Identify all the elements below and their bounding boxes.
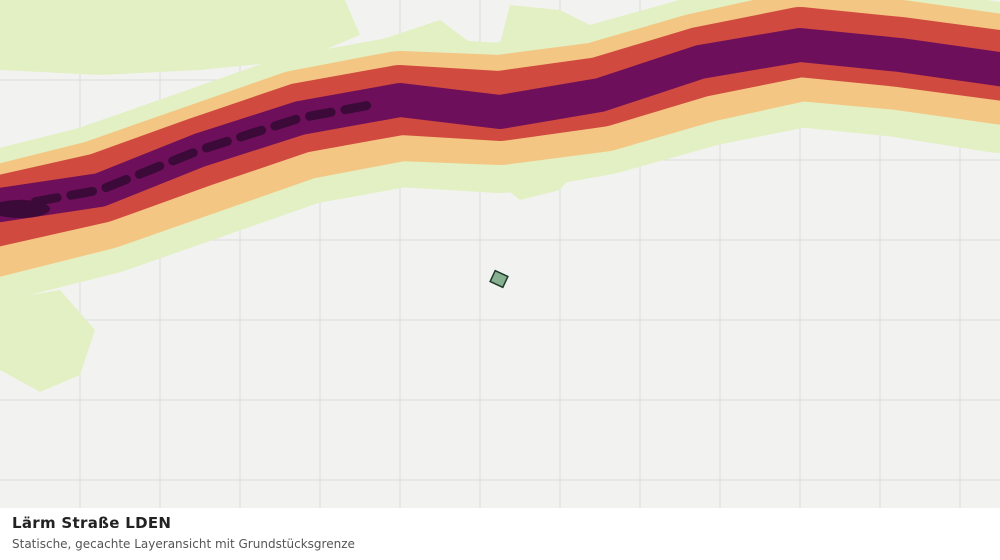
- caption-panel: Lärm Straße LDEN Statische, gecachte Lay…: [0, 508, 1000, 560]
- layer-title: Lärm Straße LDEN: [12, 514, 172, 532]
- noise-zone-extreme-core: [0, 200, 50, 218]
- noise-zone-very-high: [0, 28, 1000, 223]
- noise-map[interactable]: [0, 0, 1000, 508]
- layer-subtitle: Statische, gecachte Layeransicht mit Gru…: [12, 537, 355, 551]
- noise-zone-extreme: [0, 100, 375, 213]
- parcel-boundary[interactable]: [489, 269, 509, 289]
